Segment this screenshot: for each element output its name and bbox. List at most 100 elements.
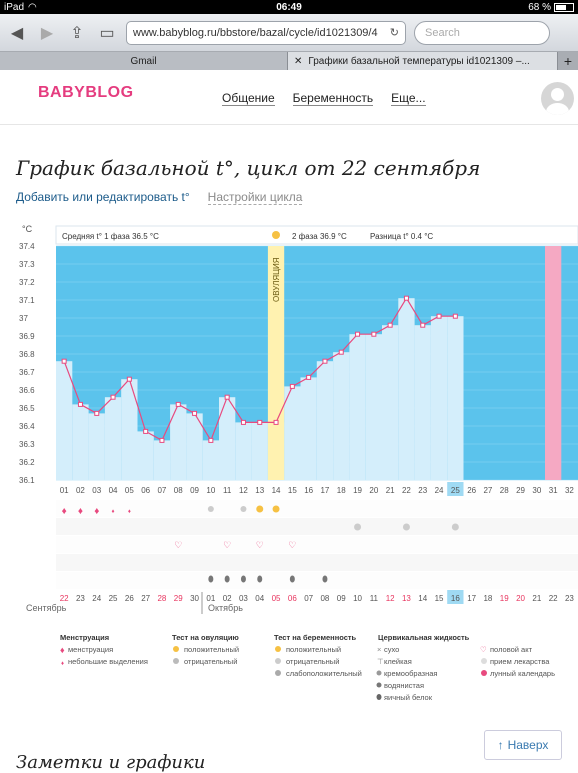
temperature-point: [338, 349, 344, 355]
temperature-fill: [186, 413, 203, 480]
y-tick-label: 36.2: [19, 458, 35, 467]
temperature-point: [77, 401, 83, 407]
wifi-icon: ◠: [28, 1, 37, 13]
watery-icon: [376, 682, 382, 688]
search-input[interactable]: Search: [414, 20, 550, 45]
legend-menstruation-heading: Менструация: [60, 633, 109, 642]
calendar-date: 22: [549, 594, 558, 603]
cervical-icon: [208, 575, 214, 583]
nav-link-eshche[interactable]: Еще...: [391, 91, 426, 106]
scroll-top-label: Наверх: [507, 738, 549, 752]
tab-babyblog[interactable]: ✕ Графики базальной температуры id102130…: [288, 52, 558, 70]
cycle-day-label: 30: [532, 486, 541, 495]
temperature-point: [143, 428, 149, 434]
calendar-dates: 22 23 24 25 26 27 28 29 30 01 02 03 04 05 06 07 08 09 10 11…: [60, 590, 574, 604]
reload-icon[interactable]: ↻: [389, 27, 399, 39]
temperature-point: [224, 394, 230, 400]
new-tab-icon[interactable]: +: [563, 53, 573, 69]
cycle-settings-link[interactable]: Настройки цикла: [207, 190, 303, 205]
pill-icon: [481, 658, 487, 664]
forward-icon[interactable]: ▶: [40, 24, 54, 42]
heart-icon: ♡: [174, 540, 182, 550]
avatar[interactable]: [541, 82, 574, 115]
month-october: Октябрь: [208, 603, 243, 613]
y-tick-label: 37.1: [19, 296, 35, 305]
close-tab-icon[interactable]: ✕: [294, 55, 303, 67]
share-icon[interactable]: ⇪: [70, 24, 84, 42]
egg-white-icon: [376, 694, 382, 700]
temperature-point: [403, 295, 409, 301]
temperature-point: [192, 410, 198, 416]
calendar-date: 16: [451, 594, 460, 603]
address-bar[interactable]: www.babyblog.ru/bbstore/bazal/cycle/id10…: [126, 20, 406, 45]
temperature-fill: [430, 316, 448, 480]
cycle-day-label: 25: [451, 486, 460, 495]
nav-link-obshchenie[interactable]: Общение: [222, 91, 275, 106]
legend-intercourse: половой акт: [490, 645, 533, 654]
cervical-icon: [257, 575, 263, 583]
calendar-date: 11: [370, 594, 379, 603]
cycle-day-label: 06: [141, 486, 150, 495]
calendar-date: 06: [288, 594, 297, 603]
drop-icon: ♦: [78, 506, 83, 517]
calendar-date: 04: [255, 594, 264, 603]
symptom-row: [56, 500, 578, 517]
cycle-day-label: 32: [565, 486, 574, 495]
temperature-fills: [56, 298, 464, 480]
clock: 06:49: [276, 1, 302, 13]
temperature-point: [452, 313, 458, 319]
battery-label: 68 %: [528, 1, 551, 13]
y-tick-label: 36.3: [19, 440, 35, 449]
legend-menstruation: менструация: [68, 645, 113, 654]
temperature-point: [420, 322, 426, 328]
tab-title: Графики базальной температуры id1021309 …: [308, 55, 530, 67]
nav-link-beremennost[interactable]: Беременность: [292, 91, 374, 106]
scroll-top-button[interactable]: ↑ Наверх: [484, 730, 562, 760]
calendar-date: 12: [386, 594, 395, 603]
cycle-day-label: 19: [353, 486, 362, 495]
cycle-day-label: 10: [206, 486, 215, 495]
temperature-fill: [202, 440, 219, 480]
back-icon[interactable]: ◀: [10, 24, 24, 42]
tab-bar: Gmail ✕ Графики базальной температуры id…: [0, 52, 578, 70]
calendar-date: 17: [467, 594, 476, 603]
temperature-fill: [170, 404, 187, 480]
y-tick-label: 36.7: [19, 368, 35, 377]
heart-icon: ♡: [480, 645, 487, 654]
temperature-fill: [382, 325, 399, 480]
today-day-cell: [447, 482, 464, 496]
calendar-date: 01: [206, 594, 215, 603]
drop-icon: ♦: [60, 645, 65, 655]
add-temperature-link[interactable]: Добавить или редактировать t°: [16, 190, 190, 204]
temperature-fill: [414, 325, 431, 480]
y-tick-label: 36.5: [19, 404, 35, 413]
unit-label: °C: [22, 224, 33, 234]
cycle-actions: Добавить или редактировать t° Настройки …: [16, 190, 303, 205]
legend-sticky: клейкая: [384, 657, 412, 666]
cycle-day-label: 28: [500, 486, 509, 495]
temperature-fill: [56, 361, 73, 480]
ovulation-column: [267, 246, 285, 480]
babyblog-logo[interactable]: BABYBLOG: [38, 84, 134, 101]
cycle-day-label: 17: [320, 486, 329, 495]
arrow-up-icon: ↑: [497, 738, 504, 752]
temperature-fill: [398, 298, 415, 480]
cycle-day-label: 05: [125, 486, 134, 495]
pregnancy-test-icon: [354, 523, 362, 531]
moon-icon: [481, 670, 487, 676]
temperature-point: [355, 331, 361, 337]
temperature-fill: [88, 413, 105, 480]
heart-icon: ♡: [256, 540, 264, 550]
cycle-day-label: 20: [369, 486, 378, 495]
site-nav: Общение Беременность Еще...: [222, 91, 426, 106]
legend-creamy: кремообразная: [384, 669, 438, 678]
drop-icon: ♦: [94, 506, 99, 517]
symptom-row: [56, 554, 578, 571]
bookmarks-icon[interactable]: ▭: [99, 24, 115, 42]
status-bar: iPad ◠ 06:49 68 %: [0, 0, 578, 14]
temperature-fill: [333, 352, 350, 480]
tab-gmail[interactable]: Gmail: [0, 52, 288, 70]
battery-icon: [554, 2, 574, 12]
cycle-day-label: 26: [467, 486, 476, 495]
cycle-day-label: 11: [223, 486, 232, 495]
